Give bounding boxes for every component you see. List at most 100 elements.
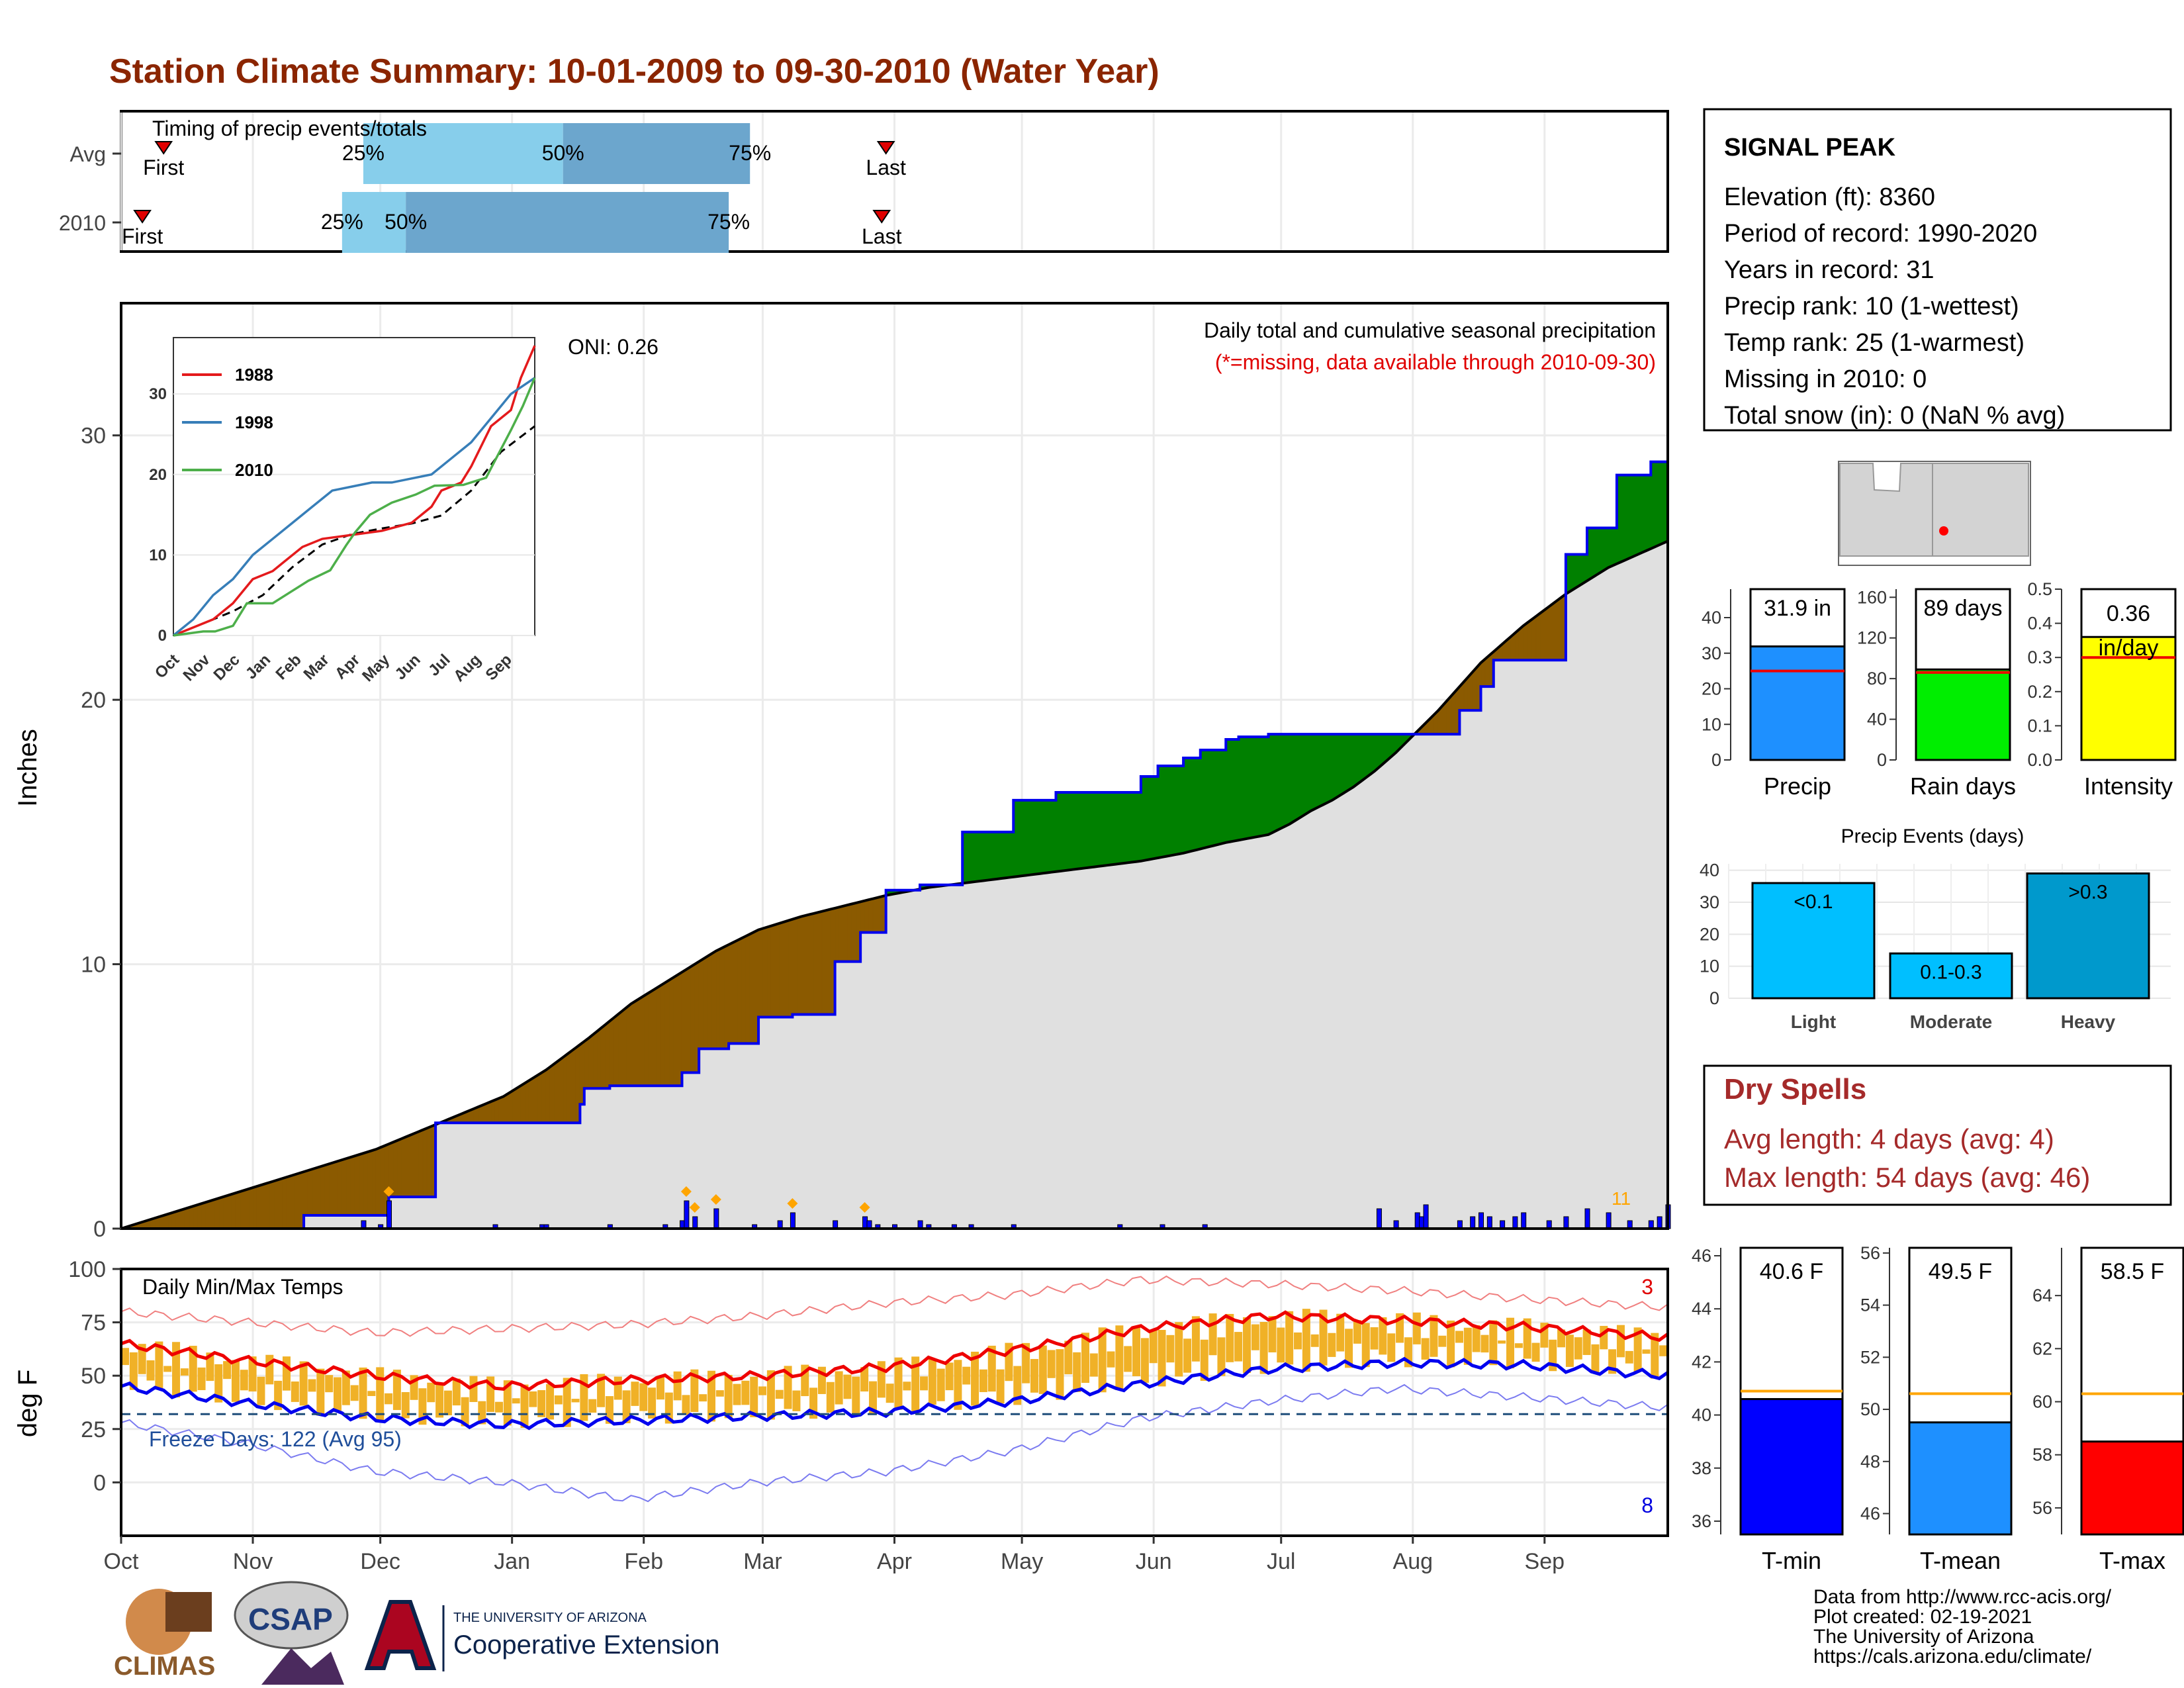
deficit-fill [809, 913, 815, 1015]
deficit-fill [724, 944, 729, 1049]
daily-temp-range-bar [1242, 1317, 1251, 1374]
precip-y-tick-label: 0 [93, 1217, 106, 1242]
daily-temp-range-bar [682, 1395, 690, 1415]
deficit-fill [779, 921, 785, 1017]
deficit-fill [273, 1179, 279, 1229]
surplus-fill [1629, 475, 1635, 559]
deficit-fill [359, 1152, 364, 1216]
deficit-fill [265, 1182, 271, 1229]
surplus-fill [1323, 733, 1328, 806]
mini-y-tick-label: 120 [1857, 628, 1887, 648]
timing-quantile-label: 75% [707, 210, 750, 234]
deficit-fill [410, 1133, 415, 1197]
surplus-fill [1187, 757, 1193, 853]
month-tick-label: Apr [877, 1549, 912, 1574]
events-category-label: Moderate [1910, 1011, 1992, 1032]
mini-bar-value-label: in/day [2099, 635, 2159, 661]
deficit-fill [821, 910, 827, 1015]
deficit-fill [605, 1020, 610, 1089]
temps-y-label: deg F [13, 1370, 42, 1437]
inset-legend-label: 1988 [235, 365, 273, 385]
daily-precip-bar [1479, 1212, 1484, 1229]
precip-frame [120, 302, 1669, 1230]
surplus-fill [1599, 528, 1605, 574]
mini-y-tick-label: 0.2 [2027, 682, 2052, 702]
mini-y-tick-label: 48 [1860, 1452, 1880, 1472]
deficit-fill [312, 1167, 317, 1216]
csap-mountain-icon [261, 1648, 344, 1685]
inset-y-tick-label: 20 [149, 466, 167, 484]
daily-temp-range-bar [1234, 1332, 1243, 1362]
daily-record-marker [383, 1186, 394, 1197]
deficit-fill [584, 1037, 589, 1089]
deficit-fill [860, 900, 866, 933]
station-info-line: Precip rank: 10 (1-wettest) [1724, 293, 2019, 320]
daily-temp-range-bar [1455, 1331, 1463, 1343]
daily-temp-range-bar [724, 1375, 733, 1419]
events-y-tick-label: 20 [1700, 924, 1719, 944]
daily-temp-range-bar [1336, 1313, 1345, 1352]
mini-bar-name: T-mean [1920, 1547, 2001, 1574]
daily-temp-range-bar [639, 1383, 648, 1411]
surplus-fill [974, 831, 980, 882]
surplus-fill [970, 831, 976, 883]
surplus-fill [1064, 792, 1069, 871]
surplus-fill [1204, 749, 1210, 849]
mini-bar-value [1739, 1398, 1844, 1536]
mini-y-tick-label: 80 [1867, 669, 1887, 688]
surplus-fill [1590, 528, 1596, 579]
deficit-fill [486, 1101, 492, 1123]
ua-univ-text: THE UNIVERSITY OF ARIZONA [453, 1611, 647, 1625]
surplus-fill [1272, 733, 1277, 833]
deficit-fill [686, 966, 691, 1073]
mini-y-tick-label: 50 [1860, 1399, 1880, 1419]
deficit-fill [541, 1069, 547, 1123]
mini-y-tick-label: 52 [1860, 1347, 1880, 1367]
surplus-fill [1574, 553, 1579, 590]
deficit-fill [549, 1062, 555, 1123]
daily-temp-range-bar [1506, 1317, 1515, 1369]
surplus-fill [1238, 736, 1244, 841]
daily-temp-range-bar [741, 1380, 750, 1405]
daily-temp-range-bar [350, 1385, 359, 1401]
surplus-fill [1128, 792, 1133, 863]
inset-legend-label: 1998 [235, 412, 273, 432]
deficit-fill [813, 912, 819, 1015]
mini-bar-value-label: 58.5 F [2101, 1259, 2164, 1284]
events-category-label: Light [1791, 1011, 1836, 1032]
surplus-fill [1158, 765, 1163, 859]
daily-temp-range-bar [1107, 1351, 1115, 1368]
daily-temp-range-bar [690, 1369, 699, 1413]
timing-rows: Avg 25% 50% 75% First Last 2010 25% 50% 75% First L… [59, 123, 906, 253]
temp-panel-t-min: 36 38 40 42 44 46 T-min 40.6 F [1692, 1246, 1844, 1574]
first-label: First [143, 156, 184, 179]
temps-y-tick-label: 0 [93, 1470, 106, 1495]
deficit-fill [872, 897, 878, 933]
deficit-fill [1544, 606, 1549, 661]
precip-areas [120, 382, 1669, 1230]
surplus-fill [1659, 461, 1664, 545]
deficit-fill [256, 1184, 262, 1229]
precip-y-axis: 0 10 20 30 [81, 424, 121, 1242]
daily-temp-range-bar [121, 1348, 129, 1366]
daily-precip-bar [1423, 1204, 1429, 1229]
daily-temp-range-bar [571, 1399, 580, 1403]
daily-temp-range-bar [520, 1384, 529, 1428]
temp-panel-t-mean: 46 48 50 52 54 56 T-mean 49.5 F [1860, 1243, 2013, 1574]
surplus-fill [1655, 461, 1660, 547]
events-bar [2026, 872, 2150, 1000]
month-tick-label: Mar [743, 1549, 782, 1574]
deficit-fill [563, 1053, 568, 1123]
deficit-fill [719, 946, 725, 1049]
daily-temp-range-bar [1081, 1333, 1089, 1383]
deficit-fill [842, 904, 848, 962]
timing-row-label: Avg [69, 142, 106, 166]
daily-temp-range-bar [1557, 1329, 1566, 1348]
deficit-fill [715, 948, 721, 1049]
surplus-fill [1646, 475, 1651, 551]
deficit-fill [494, 1098, 500, 1123]
surplus-fill [1077, 792, 1082, 870]
daily-temp-range-bar [206, 1352, 214, 1382]
daily-temp-range-bar [1591, 1344, 1600, 1373]
deficit-fill [524, 1080, 529, 1123]
